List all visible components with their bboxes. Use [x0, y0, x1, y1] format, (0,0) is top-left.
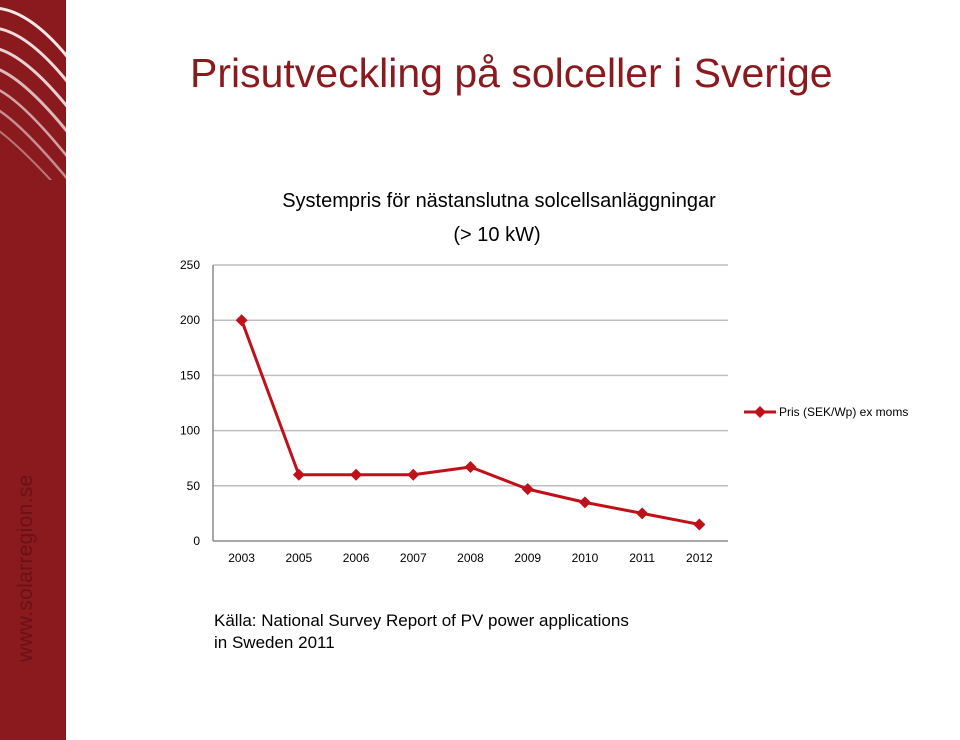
series-layer [235, 314, 706, 531]
legend-marker [754, 406, 766, 418]
y-tick-label: 150 [180, 368, 200, 382]
legend: Pris (SEK/Wp) ex moms [744, 405, 908, 419]
data-point [636, 507, 649, 520]
x-tick-label: 2005 [285, 551, 312, 565]
data-point [407, 468, 420, 481]
source-line-2: in Sweden 2011 [214, 633, 335, 652]
sidebar-band: www.solarregion.se [0, 0, 66, 740]
chart-title-line2: (> 10 kW) [453, 224, 540, 246]
data-point [235, 314, 248, 327]
y-axis-ticks: 0 50 100 150 200 250 [180, 258, 200, 548]
x-tick-label: 2007 [400, 551, 427, 565]
y-tick-label: 200 [180, 313, 200, 327]
x-axis-ticks: 2003 2005 2006 2007 2008 2009 2010 2011 2012 [228, 551, 713, 565]
x-tick-label: 2011 [629, 551, 655, 565]
legend-label: Pris (SEK/Wp) ex moms [779, 405, 908, 419]
gridlines [212, 264, 728, 542]
page-title: Prisutveckling på solceller i Sverige [190, 50, 833, 96]
y-tick-label: 250 [180, 258, 200, 272]
data-point [578, 496, 591, 509]
x-tick-label: 2008 [457, 551, 484, 565]
data-point [350, 468, 363, 481]
chart-title-line1: Systempris för nästanslutna solcellsanlä… [282, 190, 716, 212]
swoosh-decoration-icon [0, 7, 66, 180]
data-point [693, 518, 706, 531]
x-tick-label: 2012 [686, 551, 713, 565]
series-line [240, 319, 700, 526]
x-tick-label: 2010 [572, 551, 599, 565]
x-tick-label: 2006 [343, 551, 370, 565]
x-tick-label: 2003 [228, 551, 255, 565]
data-point [521, 483, 534, 496]
y-tick-label: 100 [180, 424, 200, 438]
data-point [292, 468, 305, 481]
x-tick-label: 2009 [514, 551, 541, 565]
data-point [464, 461, 477, 474]
y-tick-label: 50 [187, 479, 201, 493]
source-note: Källa: National Survey Report of PV powe… [214, 610, 629, 654]
source-line-1: Källa: National Survey Report of PV powe… [214, 611, 629, 630]
y-tick-label: 0 [193, 534, 200, 548]
